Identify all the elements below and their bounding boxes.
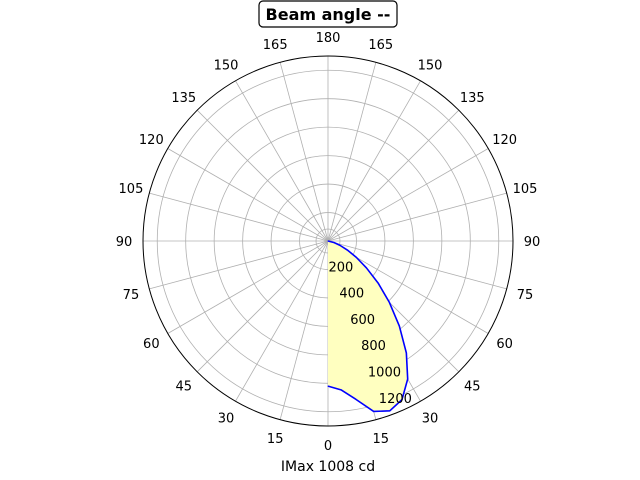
angle-tick-label: 75 xyxy=(517,288,534,303)
angle-tick-label: 15 xyxy=(267,432,284,447)
angle-tick-label: 180 xyxy=(316,31,341,46)
angular-gridline xyxy=(149,240,329,290)
data-point xyxy=(407,378,409,380)
x-axis-label: IMax 1008 cd xyxy=(281,459,375,475)
angle-tick-label: 75 xyxy=(123,288,140,303)
data-point xyxy=(377,282,379,284)
angle-tick-label: 60 xyxy=(496,337,513,352)
angle-tick-label: 150 xyxy=(214,58,239,73)
angle-tick-label: 105 xyxy=(119,182,144,197)
series-fill xyxy=(328,241,408,412)
data-point xyxy=(389,410,391,412)
data-point xyxy=(398,325,400,327)
angular-gridline xyxy=(196,109,329,242)
angle-tick-label: 135 xyxy=(460,91,485,106)
data-point xyxy=(333,242,335,244)
angle-tick-label: 15 xyxy=(373,432,390,447)
radial-gridcircle xyxy=(156,69,500,413)
angular-gridline xyxy=(327,80,421,242)
angle-tick-label: 150 xyxy=(418,58,443,73)
data-point xyxy=(355,256,357,258)
angular-gridline xyxy=(327,109,460,242)
data-point xyxy=(373,410,375,412)
data-point xyxy=(339,244,341,246)
angle-tick-label: 90 xyxy=(524,235,541,250)
angular-gridline xyxy=(279,62,329,242)
data-point xyxy=(388,301,390,303)
data-point xyxy=(355,398,357,400)
angular-gridline xyxy=(235,80,329,242)
title-box xyxy=(258,0,398,28)
title-text: Beam angle -- xyxy=(266,5,391,24)
radial-tick-label: 1000 xyxy=(368,365,401,380)
data-point xyxy=(340,389,342,391)
angle-tick-label: 90 xyxy=(116,235,133,250)
data-point xyxy=(327,240,329,242)
angular-gridline xyxy=(196,240,329,373)
angular-gridline xyxy=(167,148,329,242)
angle-tick-label: 30 xyxy=(422,412,439,427)
chart-title: Beam angle -- xyxy=(258,0,398,28)
angle-tick-label: 45 xyxy=(464,379,481,394)
radial-tick-label: 400 xyxy=(339,287,364,302)
angle-tick-label: 0 xyxy=(324,439,332,454)
angular-gridline xyxy=(327,62,377,242)
radial-tick-label: 200 xyxy=(328,260,353,275)
angle-tick-label: 120 xyxy=(492,133,517,148)
angular-gridline xyxy=(327,148,489,242)
angular-gridline xyxy=(235,240,329,402)
data-point xyxy=(327,385,329,387)
radial-tick-label: 1200 xyxy=(379,392,412,407)
angle-tick-label: 60 xyxy=(143,337,160,352)
angular-gridline xyxy=(167,240,329,334)
angle-tick-label: 120 xyxy=(139,133,164,148)
radial-tick-label: 600 xyxy=(350,313,375,328)
angle-tick-label: 105 xyxy=(513,182,538,197)
data-point xyxy=(401,399,403,401)
angle-tick-label: 165 xyxy=(368,38,393,53)
data-point xyxy=(346,249,348,251)
angle-tick-label: 135 xyxy=(171,91,196,106)
polar-frame xyxy=(142,55,514,427)
data-point xyxy=(365,267,367,269)
angular-gridline xyxy=(279,240,329,420)
data-layer xyxy=(327,240,409,413)
angle-tick-label: 165 xyxy=(263,38,288,53)
angle-tick-label: 30 xyxy=(218,412,235,427)
radial-tick-label: 800 xyxy=(361,339,386,354)
angular-gridline xyxy=(327,240,507,290)
angle-tick-label: 45 xyxy=(175,379,192,394)
angular-gridline xyxy=(327,192,507,242)
angular-gridline xyxy=(149,192,329,242)
data-point xyxy=(405,352,407,354)
